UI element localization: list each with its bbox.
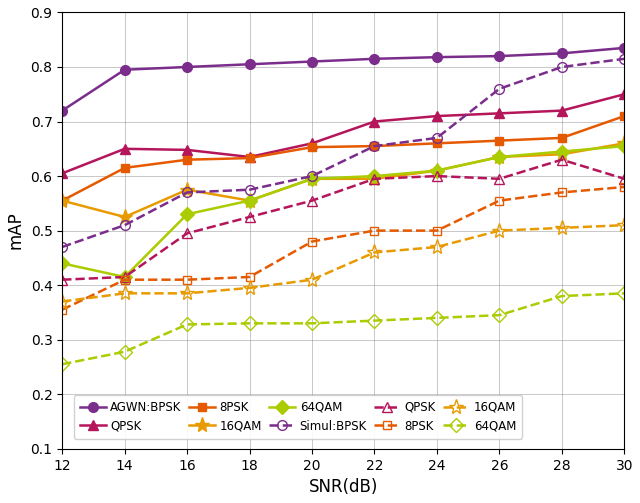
Y-axis label: mAP: mAP: [7, 212, 25, 249]
Legend: AGWN:BPSK, QPSK, 8PSK, 16QAM, 64QAM, Simul:BPSK, QPSK, 8PSK, 16QAM, 64QAM: AGWN:BPSK, QPSK, 8PSK, 16QAM, 64QAM, Sim…: [74, 395, 522, 439]
X-axis label: SNR(dB): SNR(dB): [308, 478, 378, 496]
